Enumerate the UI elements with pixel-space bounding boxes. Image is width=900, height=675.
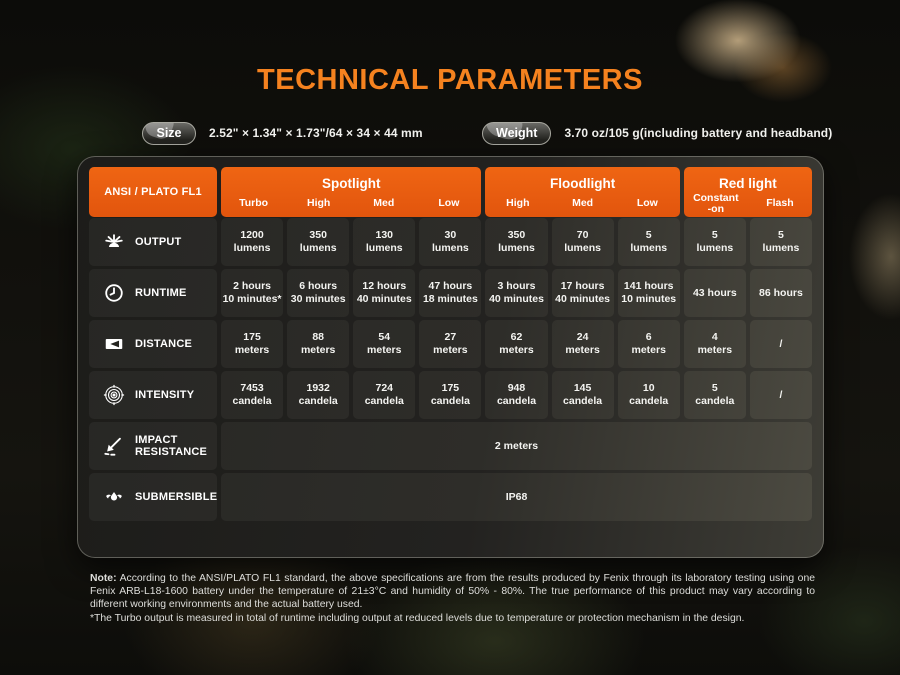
cell-output-1: 350 lumens bbox=[287, 218, 350, 266]
cell-impact-resistance-all: 2 meters bbox=[221, 422, 812, 470]
cell-distance-3: 27 meters bbox=[419, 320, 482, 368]
cell-output-0: 1200 lumens bbox=[221, 218, 284, 266]
row-label-intensity: INTENSITY bbox=[89, 371, 217, 419]
row-label-impact-resistance: IMPACT RESISTANCE bbox=[89, 422, 217, 470]
row-label-text-impact-resistance: IMPACT RESISTANCE bbox=[135, 433, 208, 459]
row-label-submersible: SUBMERSIBLE bbox=[89, 473, 217, 521]
col-header-spotlight-med: Med bbox=[373, 197, 395, 210]
header-group-spotlight: Spotlight Turbo High Med Low bbox=[221, 167, 482, 217]
cell-distance-0: 175 meters bbox=[221, 320, 284, 368]
cell-intensity-8: / bbox=[749, 371, 812, 419]
cell-output-6: 5 lumens bbox=[617, 218, 680, 266]
cell-output-3: 30 lumens bbox=[419, 218, 482, 266]
cell-distance-5: 24 meters bbox=[551, 320, 614, 368]
page-title: TECHNICAL PARAMETERS bbox=[257, 64, 643, 96]
distance-icon bbox=[102, 332, 126, 356]
footnote: Note: According to the ANSI/PLATO FL1 sta… bbox=[90, 572, 815, 625]
cell-intensity-4: 948 candela bbox=[485, 371, 548, 419]
size-badge: Size bbox=[142, 121, 196, 145]
cell-intensity-7: 5 candela bbox=[683, 371, 746, 419]
group-title-redlight: Red light bbox=[719, 176, 777, 191]
impact-icon bbox=[102, 434, 126, 458]
cell-distance-6: 6 meters bbox=[617, 320, 680, 368]
row-label-text-runtime: RUNTIME bbox=[135, 286, 187, 299]
size-badge-label: Size bbox=[156, 126, 182, 140]
col-header-redlight-constant: Constant -on bbox=[693, 192, 739, 215]
row-label-text-distance: DISTANCE bbox=[135, 337, 193, 350]
cell-intensity-0: 7453 candela bbox=[221, 371, 284, 419]
weight-value: 3.70 oz/105 g(including battery and head… bbox=[564, 126, 833, 140]
cell-runtime-8: 86 hours bbox=[749, 269, 812, 317]
group-title-spotlight: Spotlight bbox=[321, 176, 381, 191]
col-header-spotlight-low: Low bbox=[438, 197, 460, 210]
row-label-text-output: OUTPUT bbox=[135, 235, 182, 248]
cell-runtime-1: 6 hours 30 minutes bbox=[287, 269, 350, 317]
cell-distance-7: 4 meters bbox=[683, 320, 746, 368]
weight-badge-label: Weight bbox=[496, 126, 538, 140]
cell-runtime-3: 47 hours 18 minutes bbox=[419, 269, 482, 317]
cell-intensity-5: 145 candela bbox=[551, 371, 614, 419]
row-label-output: OUTPUT bbox=[89, 218, 217, 266]
cell-distance-8: / bbox=[749, 320, 812, 368]
cell-runtime-5: 17 hours 40 minutes bbox=[551, 269, 614, 317]
col-header-floodlight-high: High bbox=[506, 197, 530, 210]
cell-output-8: 5 lumens bbox=[749, 218, 812, 266]
cell-intensity-1: 1932 candela bbox=[287, 371, 350, 419]
table-corner-header: ANSI / PLATO FL1 bbox=[89, 167, 217, 217]
cell-intensity-3: 175 candela bbox=[419, 371, 482, 419]
col-header-floodlight-med: Med bbox=[572, 197, 594, 210]
weight-badge: Weight bbox=[482, 121, 552, 145]
group-title-floodlight: Floodlight bbox=[549, 176, 616, 191]
cell-runtime-2: 12 hours 40 minutes bbox=[353, 269, 416, 317]
output-icon bbox=[102, 230, 126, 254]
size-spec: Size 2.52" × 1.34" × 1.73"/64 × 34 × 44 … bbox=[142, 121, 423, 145]
corner-label: ANSI / PLATO FL1 bbox=[104, 186, 202, 198]
cell-output-5: 70 lumens bbox=[551, 218, 614, 266]
col-header-spotlight-high: High bbox=[307, 197, 331, 210]
row-label-text-submersible: SUBMERSIBLE bbox=[135, 490, 218, 503]
spec-panel: ANSI / PLATO FL1 Spotlight Turbo High Me… bbox=[77, 156, 824, 558]
submersible-icon bbox=[102, 485, 126, 509]
weight-spec: Weight 3.70 oz/105 g(including battery a… bbox=[482, 121, 832, 145]
cell-runtime-0: 2 hours 10 minutes* bbox=[221, 269, 284, 317]
size-value: 2.52" × 1.34" × 1.73"/64 × 34 × 44 mm bbox=[209, 126, 423, 140]
footnote-main: Note: According to the ANSI/PLATO FL1 sta… bbox=[90, 572, 815, 612]
row-label-text-intensity: INTENSITY bbox=[135, 388, 195, 401]
spec-table: ANSI / PLATO FL1 Spotlight Turbo High Me… bbox=[89, 167, 812, 521]
footnote-body: According to the ANSI/PLATO FL1 standard… bbox=[90, 573, 815, 611]
cell-output-7: 5 lumens bbox=[683, 218, 746, 266]
cell-runtime-7: 43 hours bbox=[683, 269, 746, 317]
cell-submersible-all: IP68 bbox=[221, 473, 812, 521]
header-group-floodlight: Floodlight High Med Low bbox=[485, 167, 680, 217]
cell-output-2: 130 lumens bbox=[353, 218, 416, 266]
cell-distance-2: 54 meters bbox=[353, 320, 416, 368]
row-label-distance: DISTANCE bbox=[89, 320, 217, 368]
cell-runtime-6: 141 hours 10 minutes bbox=[617, 269, 680, 317]
header-group-redlight: Red light Constant -on Flash bbox=[683, 167, 812, 217]
col-header-redlight-flash: Flash bbox=[766, 197, 794, 210]
cell-runtime-4: 3 hours 40 minutes bbox=[485, 269, 548, 317]
col-header-floodlight-low: Low bbox=[636, 197, 658, 210]
cell-intensity-2: 724 candela bbox=[353, 371, 416, 419]
intensity-icon bbox=[102, 383, 126, 407]
col-header-spotlight-turbo: Turbo bbox=[239, 197, 269, 210]
cell-distance-1: 88 meters bbox=[287, 320, 350, 368]
cell-distance-4: 62 meters bbox=[485, 320, 548, 368]
row-label-runtime: RUNTIME bbox=[89, 269, 217, 317]
cell-output-4: 350 lumens bbox=[485, 218, 548, 266]
footnote-prefix: Note: bbox=[90, 573, 117, 584]
runtime-icon bbox=[102, 281, 126, 305]
cell-intensity-6: 10 candela bbox=[617, 371, 680, 419]
footnote-turbo: *The Turbo output is measured in total o… bbox=[90, 612, 745, 624]
